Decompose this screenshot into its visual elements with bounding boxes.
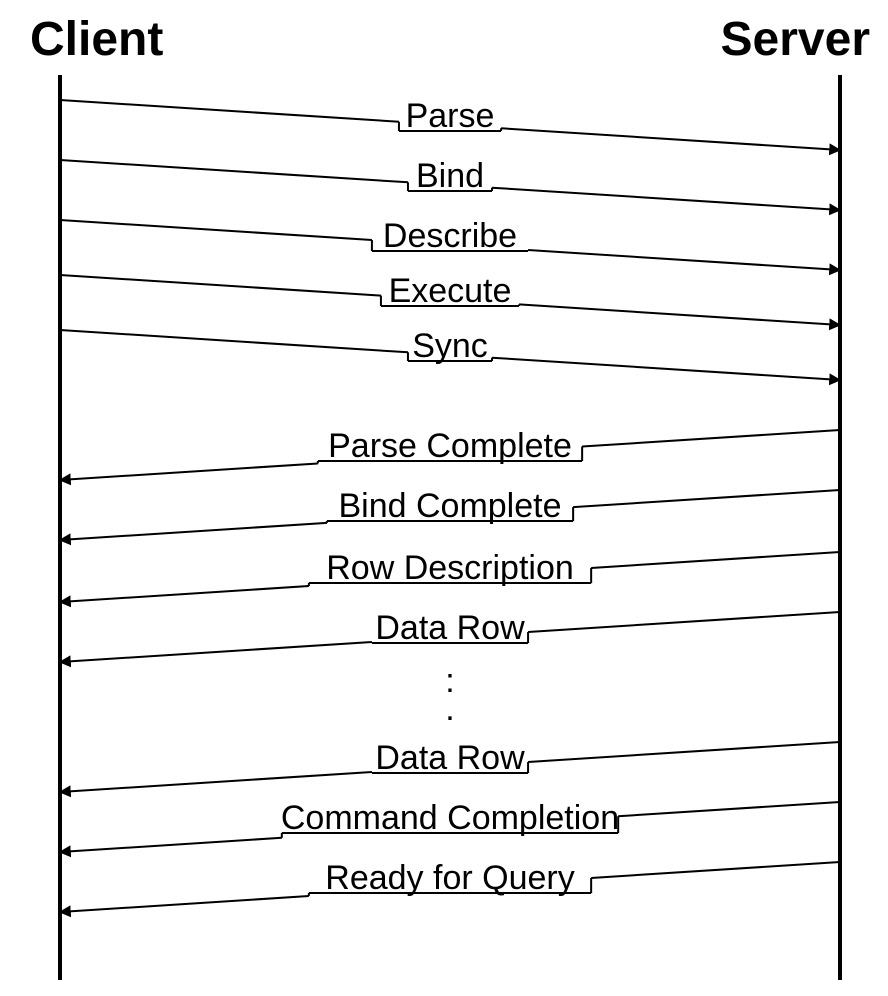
ellipsis-icon: . <box>445 690 454 728</box>
message: Execute <box>60 272 840 325</box>
participant-server-label: Server <box>721 13 870 66</box>
message: Sync <box>60 327 840 380</box>
message-label: Data Row <box>375 609 525 647</box>
message-label: Row Description <box>326 549 574 587</box>
message-label: Describe <box>383 217 517 255</box>
message: Parse Complete <box>60 427 840 480</box>
message-label: Parse Complete <box>328 427 572 465</box>
message: Bind Complete <box>60 487 840 540</box>
message: Data Row <box>60 609 840 662</box>
message-label: Bind Complete <box>338 487 561 525</box>
sequence-diagram: Client Server Parse Bind Describe Execute Sync… <box>0 0 888 996</box>
message-label: Bind <box>416 157 484 195</box>
message-label: Command Completion <box>281 799 619 837</box>
message: Ready for Query <box>60 859 840 912</box>
message-label: Data Row <box>375 739 525 777</box>
message-label: Execute <box>389 272 512 310</box>
message-label: Sync <box>412 327 488 365</box>
message-label: Parse <box>406 97 495 135</box>
message: Parse <box>60 97 840 150</box>
message: Command Completion <box>60 799 840 852</box>
message: Describe <box>60 217 840 270</box>
message: Data Row <box>60 739 840 792</box>
message-label: Ready for Query <box>325 859 574 897</box>
message: Row Description <box>60 549 840 602</box>
participant-client-label: Client <box>30 13 163 66</box>
message: Bind <box>60 157 840 210</box>
